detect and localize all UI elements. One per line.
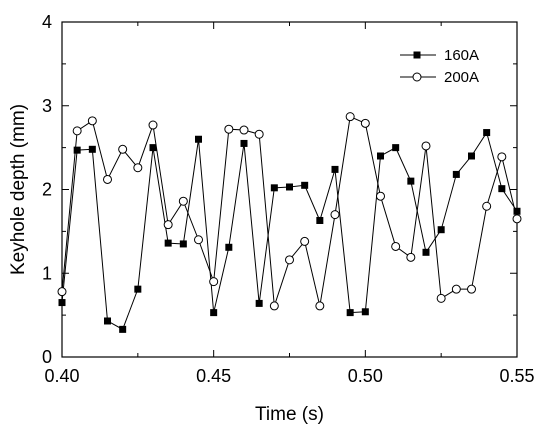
point-160a [225,243,233,251]
point-160a [286,183,293,191]
axis-ticks [61,21,518,358]
point-200a [254,129,264,139]
point-200a [163,220,173,230]
point-200a [269,301,279,311]
point-200a [391,241,401,251]
legend: 160A 200A [400,47,479,86]
point-160a [452,170,460,178]
point-160a [164,239,172,247]
point-200a [178,196,188,206]
point-160a [513,207,521,215]
point-160a [255,299,263,307]
x-tick-label: 0.45 [196,366,231,386]
point-200a [103,174,112,184]
point-160a [210,309,218,317]
point-200a [512,214,522,224]
point-200a [360,118,370,128]
y-axis-title: Keyhole depth (mm) [8,104,29,275]
series-line-160a [61,131,518,331]
point-200a [467,284,476,294]
point-200a [148,120,158,130]
point-160a [392,144,400,152]
y-tick-label: 0 [42,347,52,367]
point-160a [104,317,111,325]
point-160a [437,226,445,234]
series-layer [57,112,522,333]
legend-label-200a: 200A [444,69,479,86]
x-tick-label: 0.55 [499,366,534,386]
point-160a [422,248,430,256]
point-200a [482,201,492,211]
x-axis-title: Time (s) [255,404,324,425]
point-160a [195,135,202,143]
point-200a [118,144,128,154]
point-160a [240,139,248,147]
point-200a [345,112,355,122]
y-tick-label: 2 [42,180,52,200]
point-160a [407,177,415,185]
point-160a [301,181,309,189]
y-tick-label: 3 [42,96,52,116]
point-160a [179,240,187,248]
point-200a [497,152,507,162]
x-tick-label: 0.40 [44,366,79,386]
point-160a [331,165,339,173]
point-200a [285,255,294,265]
point-160a [73,146,81,154]
point-200a [421,141,431,151]
point-160a [483,129,491,137]
point-200a [330,210,340,220]
legend-marker-160a [413,51,421,59]
point-200a [57,287,67,297]
legend-label-160a: 160A [444,47,479,64]
point-200a [224,124,234,134]
x-tick-label: 0.50 [348,366,383,386]
point-200a [87,116,97,126]
point-200a [209,277,219,287]
point-200a [436,293,446,303]
point-160a [316,216,324,224]
point-160a [119,325,127,333]
point-200a [239,125,249,135]
legend-marker-200a [412,72,422,82]
y-tick-label: 4 [42,12,52,32]
point-160a [498,185,506,193]
point-200a [376,191,385,201]
point-160a [346,309,354,317]
point-160a [149,144,157,152]
point-200a [194,235,203,245]
axis-tick-labels: 0.40 0.45 0.50 0.55 0 1 2 3 4 [42,12,535,386]
point-160a [468,152,475,160]
point-160a [134,285,142,293]
y-tick-label: 1 [42,263,52,283]
point-160a [88,145,96,153]
point-160a [361,308,369,316]
point-200a [315,301,325,311]
point-200a [133,163,143,173]
series-line-200a [61,115,518,307]
point-200a [300,236,310,246]
point-160a [58,299,66,307]
point-200a [451,284,461,294]
point-200a [406,252,416,262]
point-160a [377,152,384,160]
point-160a [270,184,278,192]
point-200a [72,126,82,136]
